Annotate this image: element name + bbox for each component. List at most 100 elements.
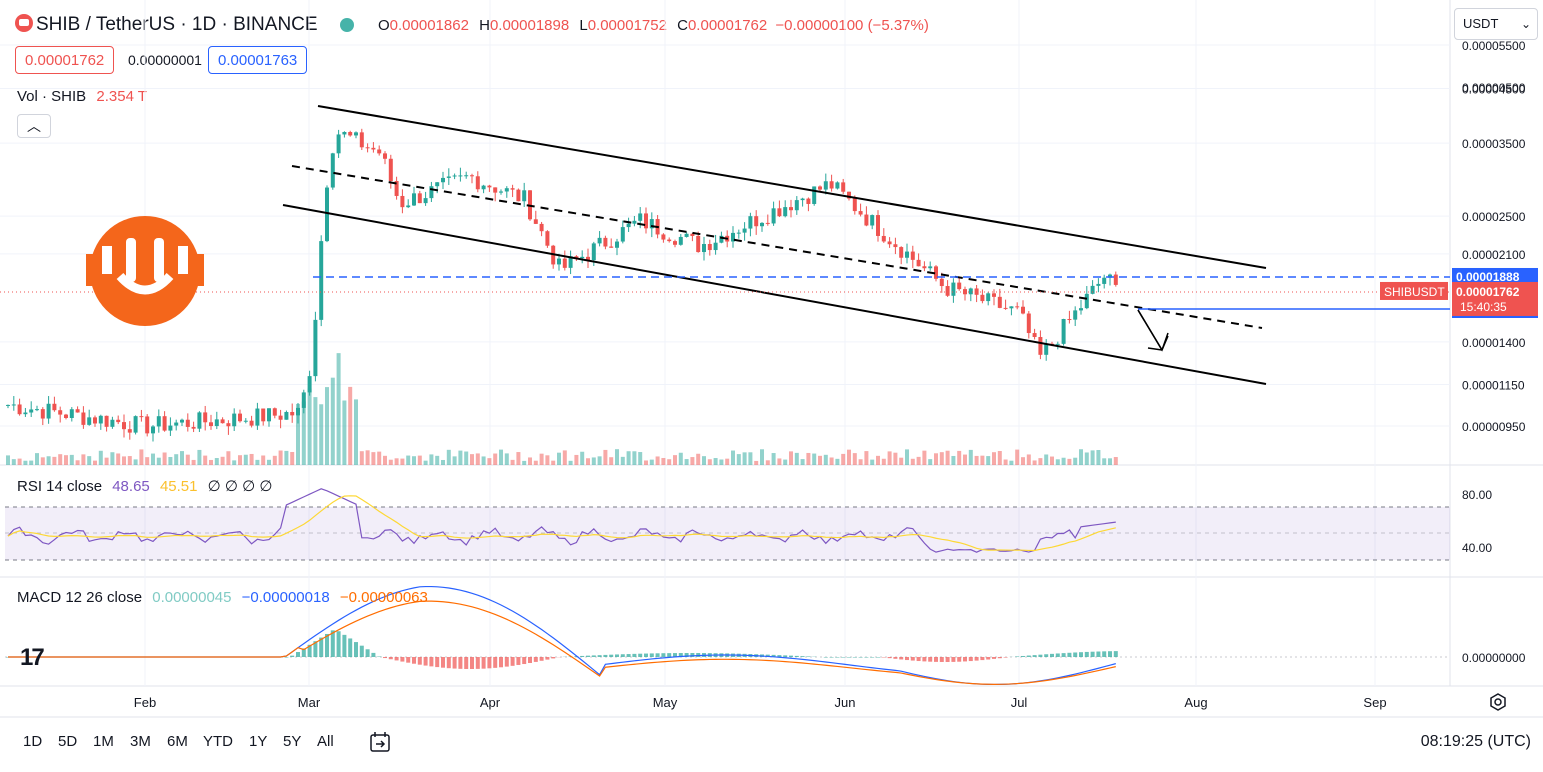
candle-body: [690, 233, 695, 236]
volume-bar: [1113, 457, 1118, 465]
volume-bar: [580, 451, 585, 465]
candle-body: [818, 186, 822, 190]
volume-bar: [330, 377, 335, 465]
candle-body: [951, 282, 956, 296]
candle-body: [945, 286, 950, 296]
candle-body: [992, 293, 996, 297]
volume-bar: [52, 456, 57, 465]
price-tick-label: 0.00001400: [1462, 336, 1526, 350]
volume-bar: [916, 456, 921, 465]
volume-bar: [522, 460, 527, 465]
range-button-1y[interactable]: 1Y: [249, 733, 268, 750]
collapse-legend-button[interactable]: ︿: [17, 114, 51, 138]
candle-body: [354, 132, 358, 136]
price-tick-label: 0.00004500: [1462, 83, 1526, 97]
range-button-5y[interactable]: 5Y: [283, 733, 302, 750]
volume-bar: [539, 453, 544, 465]
macd-histogram-bar: [1102, 651, 1107, 657]
candle-body: [760, 222, 764, 227]
macd-histogram-bar: [823, 657, 828, 658]
volume-bar: [406, 455, 411, 465]
macd-histogram-bar: [551, 657, 556, 659]
candle-body: [574, 256, 579, 259]
macd-histogram-bar: [383, 657, 387, 659]
macd-legend-macd: −0.00000018: [241, 589, 330, 606]
volume-bar: [104, 457, 109, 465]
candle-body: [249, 420, 254, 426]
range-button-6m[interactable]: 6M: [167, 733, 188, 750]
candle-body: [881, 235, 886, 242]
buy-button[interactable]: 0.00001763: [208, 46, 308, 74]
macd-histogram-bar: [591, 655, 596, 657]
macd-histogram-bar: [777, 655, 782, 657]
macd-histogram-bar: [400, 657, 405, 662]
tradingview-logo-icon[interactable]: 17: [20, 644, 45, 671]
volume-bar: [905, 449, 909, 465]
volume-bar: [609, 457, 614, 465]
volume-bar: [545, 455, 550, 465]
open-value: 0.00001862: [389, 17, 469, 34]
volume-bar: [852, 453, 857, 465]
close-label: C: [677, 17, 688, 34]
candle-body: [162, 416, 167, 431]
sell-button[interactable]: 0.00001762: [15, 46, 115, 74]
range-button-ytd[interactable]: YTD: [203, 733, 233, 750]
macd-histogram-bar: [586, 655, 590, 657]
candle-body: [481, 185, 486, 190]
macd-histogram-bar: [1079, 652, 1083, 657]
candle-body: [383, 153, 387, 159]
volume-bar: [307, 388, 312, 465]
macd-histogram-bar: [1113, 651, 1118, 657]
volume-bar: [690, 457, 695, 465]
high-line-label: 0.00001888: [1456, 270, 1520, 284]
range-button-3m[interactable]: 3M: [130, 733, 151, 750]
chart-title[interactable]: SHIB / TetherUS · 1D · BINANCE: [36, 14, 318, 35]
macd-histogram-bar: [963, 657, 967, 662]
volume-bar: [203, 455, 208, 465]
volume-bar: [156, 457, 161, 465]
candle-body: [1003, 307, 1008, 309]
candle-body: [475, 176, 480, 190]
candle-body: [771, 208, 776, 224]
candle-body: [957, 282, 962, 290]
candle-body: [626, 223, 631, 228]
low-label: L: [579, 17, 588, 34]
macd-histogram-bar: [342, 634, 347, 657]
macd-histogram-bar: [684, 653, 689, 657]
candle-body: [46, 403, 51, 419]
volume-bar: [760, 449, 764, 465]
macd-histogram-bar: [284, 657, 289, 658]
range-button-1d[interactable]: 1D: [23, 733, 43, 750]
candle-body: [905, 251, 909, 258]
range-button-all[interactable]: All: [317, 733, 334, 750]
candle-body: [748, 216, 753, 229]
candle-body: [1038, 337, 1043, 355]
currency-select[interactable]: USDT ⌄: [1454, 8, 1538, 40]
volume-bar: [359, 451, 364, 465]
macd-histogram-bar: [319, 637, 324, 657]
macd-histogram-bar: [835, 657, 840, 658]
macd-legend-label: MACD 12 26 close: [17, 589, 143, 606]
volume-bar: [209, 459, 213, 465]
candle-body: [934, 266, 938, 279]
volume-bar: [180, 451, 184, 465]
candle-body: [847, 191, 851, 199]
candle-body: [615, 241, 619, 248]
candle-body: [156, 416, 161, 427]
volume-bar: [261, 455, 266, 465]
settings-icon[interactable]: [1488, 692, 1508, 712]
candle-body: [765, 222, 770, 224]
candle-body: [823, 181, 828, 190]
candle-body: [696, 235, 701, 253]
macd-histogram-bar: [417, 657, 422, 665]
range-button-1m[interactable]: 1M: [93, 733, 114, 750]
axes: 0.00005500 0.00004500 0.00003500 0.00002500…: [134, 39, 1538, 710]
goto-date-icon[interactable]: [368, 730, 392, 754]
utc-clock[interactable]: 08:19:25 (UTC): [1420, 733, 1531, 750]
candle-body: [603, 237, 608, 247]
range-button-5d[interactable]: 5D: [58, 733, 78, 750]
volume-bar: [510, 459, 515, 465]
candle-body: [35, 409, 39, 411]
volume-bar: [945, 450, 950, 465]
